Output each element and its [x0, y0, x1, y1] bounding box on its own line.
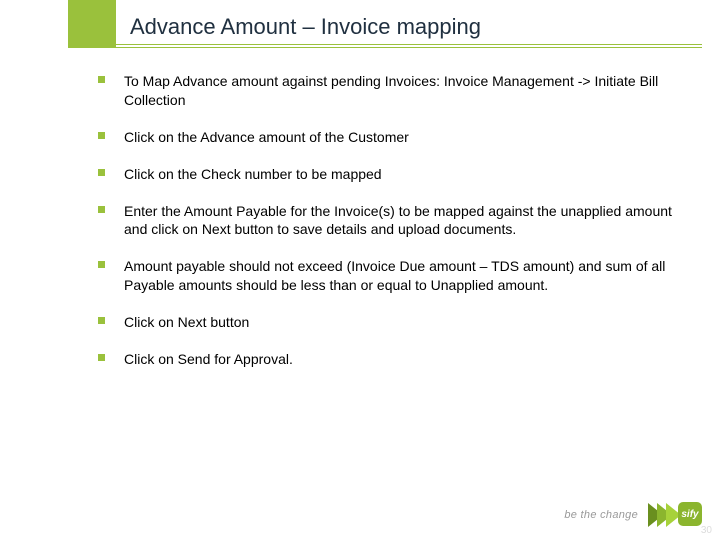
- title-underline-top: [116, 44, 702, 45]
- slide-number: 30: [701, 525, 712, 536]
- list-item: Click on the Advance amount of the Custo…: [98, 128, 680, 147]
- list-item: Click on Next button: [98, 313, 680, 332]
- slide-body: To Map Advance amount against pending In…: [98, 72, 680, 387]
- accent-square: [68, 0, 116, 48]
- list-item: To Map Advance amount against pending In…: [98, 72, 680, 110]
- footer-tagline: be the change: [564, 509, 638, 521]
- slide-footer: be the change sify: [564, 500, 702, 530]
- list-item: Amount payable should not exceed (Invoic…: [98, 257, 680, 295]
- bullet-list: To Map Advance amount against pending In…: [98, 72, 680, 369]
- title-underline-bottom: [116, 47, 702, 48]
- slide-header: Advance Amount – Invoice mapping: [0, 0, 720, 60]
- list-item: Enter the Amount Payable for the Invoice…: [98, 202, 680, 240]
- slide-title: Advance Amount – Invoice mapping: [130, 14, 481, 40]
- logo-badge: sify: [678, 502, 702, 526]
- sify-logo: sify: [648, 500, 702, 530]
- list-item: Click on Send for Approval.: [98, 350, 680, 369]
- list-item: Click on the Check number to be mapped: [98, 165, 680, 184]
